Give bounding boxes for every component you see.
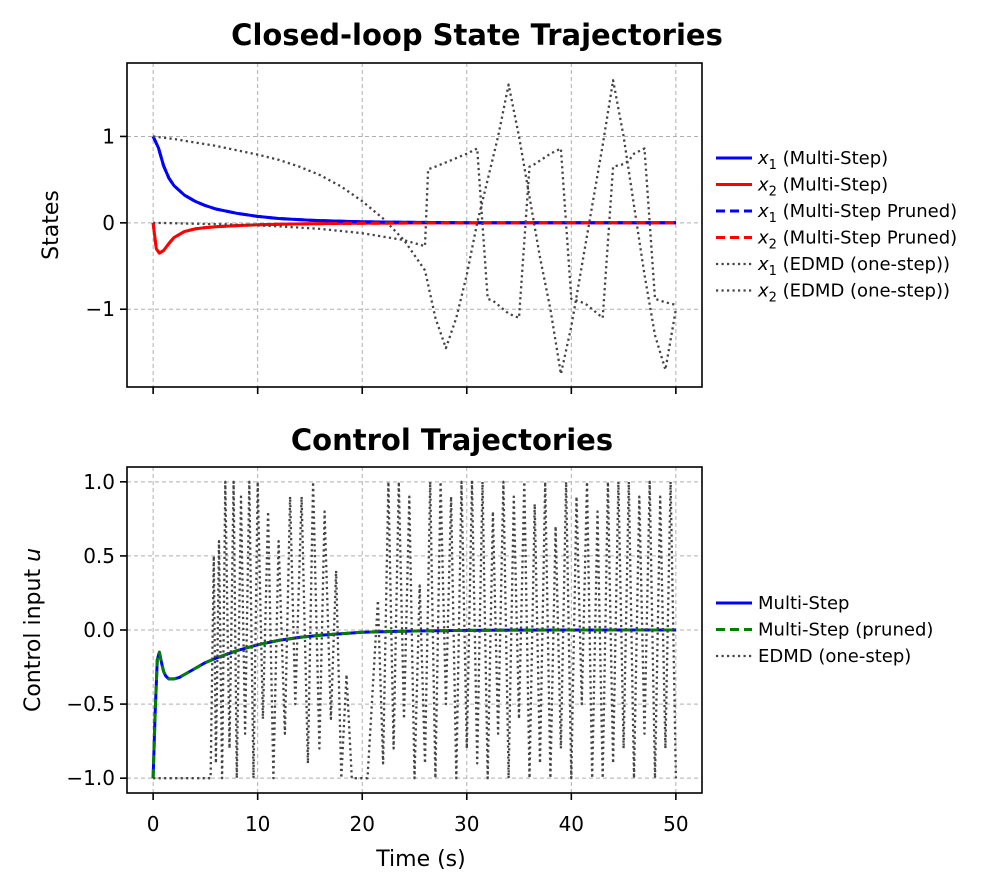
legend-subscript: 1 <box>769 211 777 226</box>
legend-entry-label: x2 (Multi-Step Pruned) <box>757 228 957 253</box>
legend-entry-label: Multi-Step (pruned) <box>758 620 933 641</box>
legend-rest: (Multi-Step) <box>777 148 888 169</box>
legend-var: x <box>757 254 769 275</box>
top-y-axis-label: States <box>39 190 64 260</box>
y-tick-label: 0.5 <box>83 544 115 568</box>
bottom-y-axis-label-text: Control input <box>21 562 46 712</box>
top-series-line <box>151 135 676 225</box>
top-series-line <box>152 79 678 376</box>
bottom-chart-title: Control Trajectories <box>291 423 613 457</box>
top-grid <box>127 63 702 387</box>
legend-subscript: 2 <box>769 291 777 306</box>
x-tick-label: 30 <box>454 812 479 836</box>
legend-entry-label: Multi-Step <box>758 593 849 614</box>
legend-subscript: 2 <box>769 185 777 200</box>
top-series-line <box>151 135 676 225</box>
bottom-legend: Multi-Step Multi-Step (pruned) EDMD (one-s… <box>716 593 933 667</box>
legend-subscript: 2 <box>769 238 777 253</box>
y-tick-label: 1.0 <box>83 470 115 494</box>
top-series-line <box>153 147 677 320</box>
y-tick-label: −0.5 <box>66 692 115 716</box>
legend-entry-label: x1 (Multi-Step) <box>757 148 888 173</box>
legend-rest: (EDMD (one-step)) <box>777 281 950 302</box>
legend-rest: (Multi-Step Pruned) <box>777 201 957 222</box>
legend-var: x <box>757 228 769 249</box>
x-tick-label: 40 <box>559 812 584 836</box>
legend-var: x <box>757 148 769 169</box>
bottom-y-axis-label: Control input u <box>21 548 46 712</box>
top-chart-title: Closed-loop State Trajectories <box>231 18 723 52</box>
top-series-group <box>151 79 678 376</box>
bottom-series-line <box>151 628 676 779</box>
legend-var: x <box>757 281 769 302</box>
legend-var: x <box>757 201 769 222</box>
legend-entry-label: x2 (EDMD (one-step)) <box>757 281 950 306</box>
legend-entry-label: EDMD (one-step) <box>758 646 911 667</box>
x-tick-label: 20 <box>350 812 375 836</box>
top-legend: x1 (Multi-Step)x2 (Multi-Step)x1 (Multi-… <box>716 148 957 306</box>
top-series-line <box>151 221 676 255</box>
legend-subscript: 1 <box>769 264 777 279</box>
bottom-y-axis-label-var: u <box>21 548 46 562</box>
legend-rest: (Multi-Step) <box>777 175 888 196</box>
bottom-x-axis-label: Time (s) <box>375 847 465 872</box>
y-tick-label: 0.0 <box>83 618 115 642</box>
legend-rest: (Multi-Step Pruned) <box>777 228 957 249</box>
legend-var: x <box>757 175 769 196</box>
x-tick-label: 0 <box>147 812 160 836</box>
legend-subscript: 1 <box>769 158 777 173</box>
top-plot-frame <box>126 62 703 388</box>
legend-rest: (EDMD (one-step)) <box>777 254 950 275</box>
x-tick-label: 50 <box>663 812 688 836</box>
legend-entry-label: x2 (Multi-Step) <box>757 175 888 200</box>
y-tick-label: 1 <box>102 124 115 148</box>
bottom-tick-group: 0 10 20 30 40 50 1.0 0.5 0.0 −0.5 −1.0 <box>66 470 688 836</box>
control-trajectories-panel: Control Trajectories 0 10 20 30 40 50 1.0 0.5 0.… <box>21 423 933 872</box>
state-trajectories-panel: Closed-loop State Trajectories 1 0 −1 Stat… <box>39 18 957 394</box>
y-tick-label: −1 <box>86 297 115 321</box>
bottom-series-line <box>153 480 678 780</box>
y-tick-label: 0 <box>102 211 115 235</box>
x-tick-label: 10 <box>245 812 270 836</box>
legend-entry-label: x1 (Multi-Step Pruned) <box>757 201 957 226</box>
legend-entry-label: x1 (EDMD (one-step)) <box>757 254 950 279</box>
top-tick-group: 1 0 −1 <box>86 124 677 394</box>
bottom-series-group <box>151 480 678 780</box>
y-tick-label: −1.0 <box>66 766 115 790</box>
